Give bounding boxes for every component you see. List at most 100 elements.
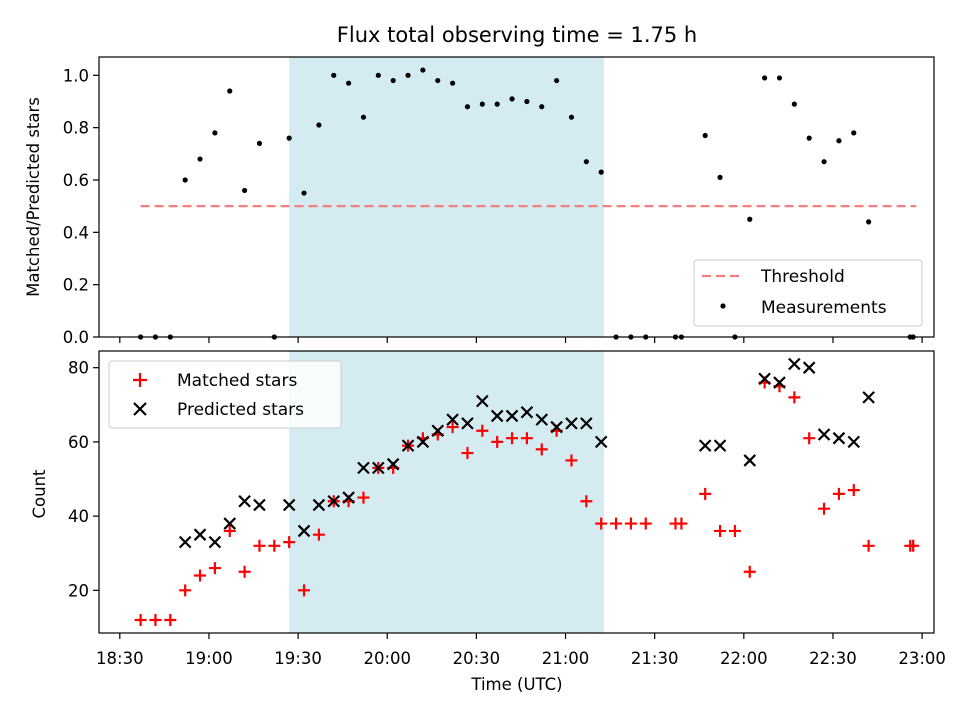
bottom-x-tick-label: 22:30 xyxy=(809,649,857,668)
predicted-star-point xyxy=(342,491,355,504)
matched-star-point xyxy=(253,539,266,552)
matched-star-point xyxy=(728,524,741,537)
top-legend-measurements-label: Measurements xyxy=(761,298,887,318)
matched-star-point xyxy=(595,517,608,530)
top-y-tick-label: 0.4 xyxy=(63,223,89,242)
bottom-panel: 20 40 60 80 18:30 19:00 19:30 20:00 20:30 21:00 2… xyxy=(30,350,946,694)
measurement-point xyxy=(494,101,500,107)
bottom-shaded-interval xyxy=(289,351,605,633)
measurement-point xyxy=(182,177,188,183)
matched-star-point xyxy=(818,502,831,515)
measurement-point xyxy=(390,77,396,84)
matched-star-point xyxy=(283,536,296,549)
bottom-y-axis: 20 40 60 80 xyxy=(68,359,99,600)
bottom-legend-matched-swatch xyxy=(133,373,147,387)
measurement-point xyxy=(420,67,426,73)
predicted-star-point xyxy=(743,454,757,467)
top-shaded-interval xyxy=(289,57,605,337)
predicted-star-point xyxy=(490,409,504,423)
measurement-point xyxy=(762,75,768,81)
matched-star-point xyxy=(506,432,519,445)
measurement-point xyxy=(747,216,753,222)
matched-star-point xyxy=(520,432,533,445)
bottom-x-tick-label: 18:30 xyxy=(96,649,144,668)
top-x-axis-ticks xyxy=(119,337,923,343)
predicted-star-point xyxy=(802,361,816,374)
matched-star-point xyxy=(699,487,712,500)
measurement-point xyxy=(717,174,723,180)
bottom-legend-box xyxy=(108,360,342,429)
measurement-point xyxy=(346,80,352,86)
bottom-x-tick-label: 20:30 xyxy=(453,649,501,668)
predicted-star-point xyxy=(327,494,341,508)
bottom-x-tick-label: 19:30 xyxy=(274,649,322,668)
matched-star-point xyxy=(149,614,162,627)
matched-star-point xyxy=(624,517,637,530)
measurement-point xyxy=(806,135,812,141)
measurement-point xyxy=(776,75,783,81)
predicted-star-point xyxy=(238,494,251,508)
predicted-star-point xyxy=(788,357,801,371)
predicted-star-point xyxy=(461,417,474,430)
bottom-y-axis-label: Count xyxy=(30,469,49,519)
bottom-y-tick-label: 80 xyxy=(68,359,89,378)
predicted-star-point xyxy=(178,535,192,549)
bottom-legend-matched-label: Matched stars xyxy=(177,371,297,391)
matched-star-point xyxy=(461,447,474,460)
predicted-star-point xyxy=(594,435,608,449)
top-legend-box xyxy=(693,259,923,327)
predicted-star-point xyxy=(431,424,445,438)
matched-star-point xyxy=(491,435,504,448)
top-axes-frame xyxy=(98,56,935,338)
predicted-star-point xyxy=(297,524,311,538)
measurement-point xyxy=(791,101,797,107)
matched-star-point xyxy=(298,584,311,597)
predicted-star-point xyxy=(758,372,771,386)
bottom-x-tick-label: 20:00 xyxy=(363,649,411,668)
predicted-star-point xyxy=(357,461,370,475)
predicted-star-point xyxy=(446,413,459,426)
top-panel-title: Flux total observing time = 1.75 h xyxy=(337,23,697,47)
matched-star-point xyxy=(639,517,652,530)
bottom-x-axis: 18:30 19:00 19:30 20:00 20:30 21:00 21:30 22:00… xyxy=(96,633,946,668)
predicted-star-point xyxy=(550,420,563,434)
measurement-point xyxy=(598,169,604,175)
measurement-point xyxy=(227,88,233,94)
top-y-tick-label: 0.2 xyxy=(63,276,89,295)
measurement-point xyxy=(331,72,337,78)
predicted-star-point xyxy=(862,391,875,404)
measurement-point xyxy=(464,104,471,110)
matched-star-point xyxy=(164,614,177,627)
top-legend-measurements-swatch xyxy=(720,303,726,309)
predicted-star-point xyxy=(847,435,861,449)
matched-star-point xyxy=(179,584,192,597)
measurement-point xyxy=(524,98,530,105)
measurement-point xyxy=(539,104,545,110)
top-panel: Flux total observing time = 1.75 h 0.0 0.… xyxy=(24,23,935,347)
measurement-point xyxy=(360,114,367,120)
bottom-axes-frame xyxy=(98,350,935,634)
bottom-y-tick-label: 20 xyxy=(68,581,89,600)
measurement-point xyxy=(479,101,485,107)
top-y-tick-label: 1.0 xyxy=(63,66,89,85)
measurement-point xyxy=(554,77,560,84)
top-y-tick-label: 0.0 xyxy=(63,328,89,347)
matched-star-point xyxy=(788,391,801,404)
measurement-point xyxy=(286,135,292,141)
measurement-point xyxy=(702,132,708,139)
matched-star-point xyxy=(446,421,459,434)
matched-star-point xyxy=(580,495,593,508)
matched-star-point xyxy=(312,528,325,541)
top-legend-threshold-label: Threshold xyxy=(760,267,845,287)
predicted-star-point xyxy=(505,409,519,423)
top-y-axis-label: Matched/Predicted stars xyxy=(24,97,43,297)
matched-star-point xyxy=(610,517,623,530)
bottom-legend: Matched stars Predicted stars xyxy=(108,360,342,429)
bottom-x-tick-label: 21:30 xyxy=(631,649,679,668)
bottom-legend-predicted-swatch xyxy=(133,402,147,416)
bottom-y-tick-label: 40 xyxy=(68,507,89,526)
predicted-star-point xyxy=(580,417,593,430)
top-y-axis: 0.0 0.2 0.4 0.6 0.8 1.0 xyxy=(63,66,99,347)
predicted-star-point xyxy=(312,498,326,512)
